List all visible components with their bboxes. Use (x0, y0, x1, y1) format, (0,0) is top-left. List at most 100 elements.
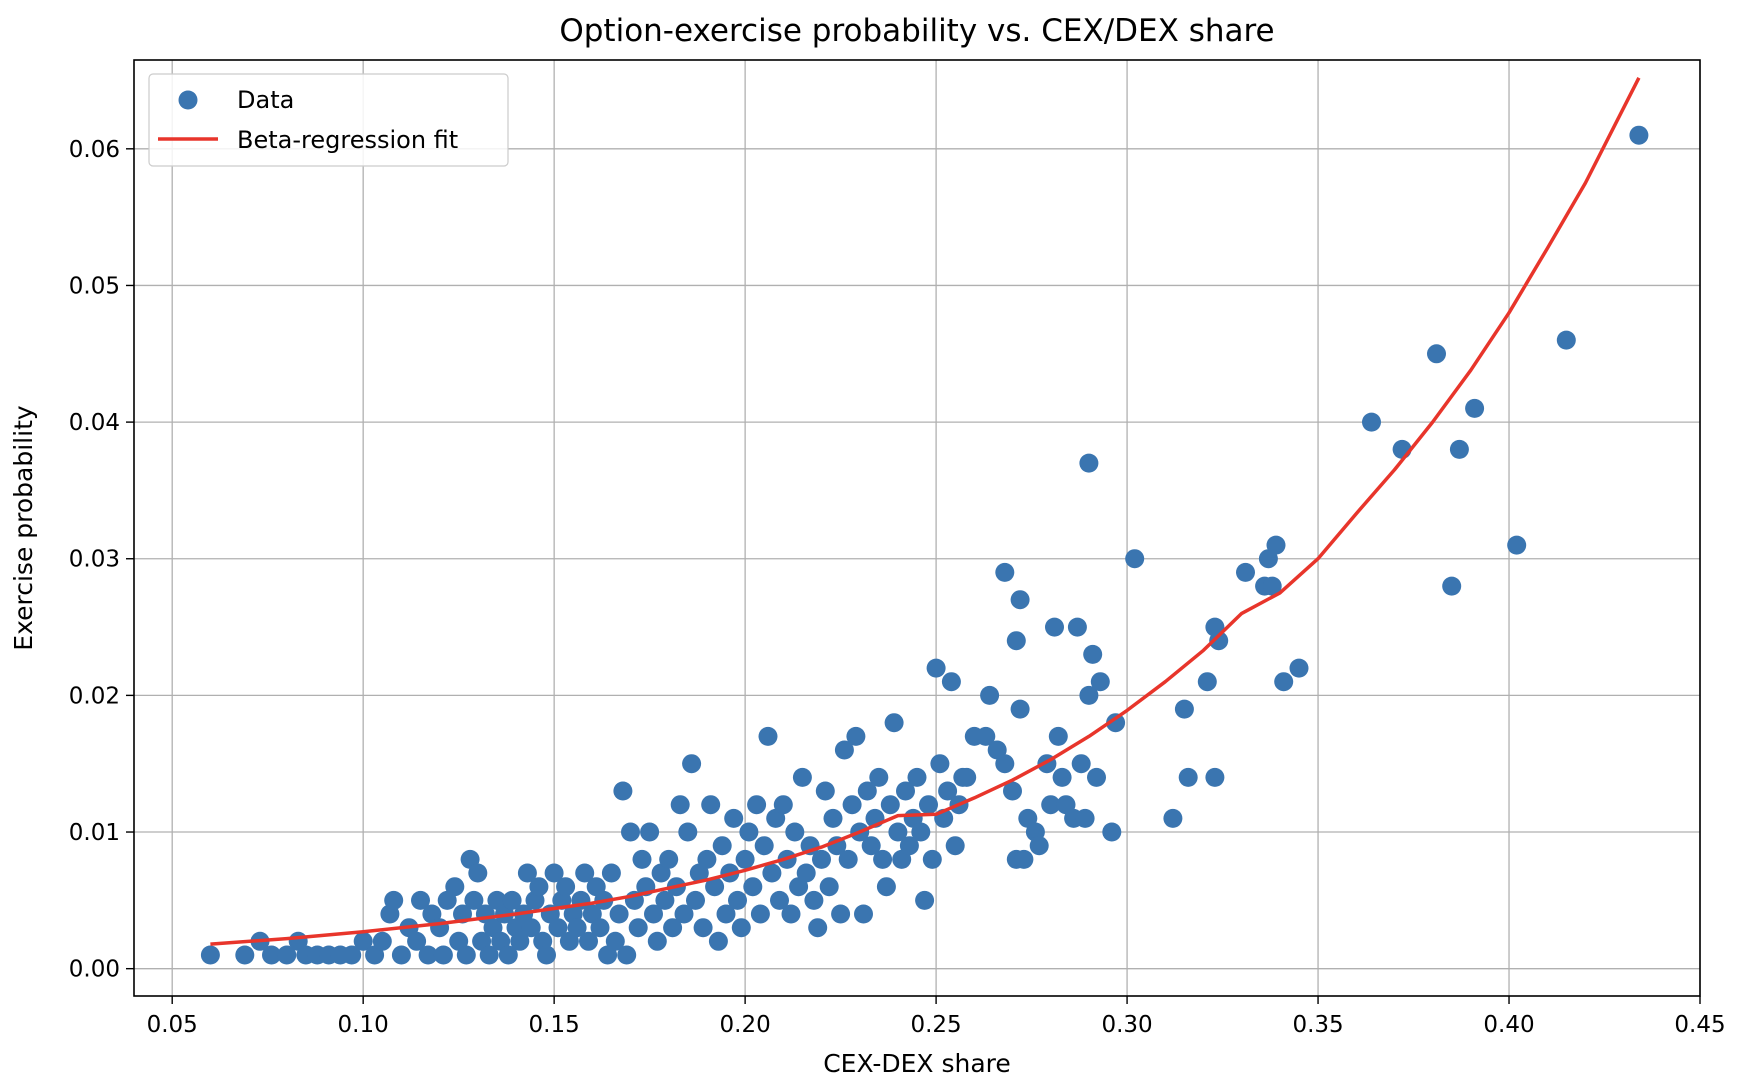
data-point (548, 918, 568, 938)
data-point (693, 918, 713, 938)
data-point (724, 808, 744, 828)
data-point (621, 822, 640, 842)
data-point (613, 781, 633, 801)
data-point (957, 767, 977, 787)
legend: Data Beta-regression fit (148, 73, 509, 167)
data-point (697, 849, 717, 869)
data-point (544, 863, 564, 883)
fit-line-layer (210, 77, 1641, 946)
data-point (1427, 344, 1446, 364)
data-point (792, 767, 812, 787)
data-point (1102, 822, 1122, 842)
data-point (655, 890, 675, 910)
data-point (861, 836, 881, 856)
data-point (941, 672, 961, 692)
data-point (735, 849, 755, 869)
data-point (758, 726, 778, 746)
y-tick-label: 0.02 (69, 683, 120, 709)
x-tick-label: 0.40 (1483, 1012, 1534, 1038)
data-point (712, 836, 732, 856)
data-point (353, 931, 373, 951)
data-point (869, 767, 889, 787)
data-point (1197, 672, 1217, 692)
data-point (1079, 685, 1099, 705)
data-point (445, 877, 465, 897)
data-point (617, 945, 637, 965)
data-point (235, 945, 255, 965)
data-point (529, 877, 549, 897)
data-point (407, 931, 427, 951)
data-point (510, 931, 530, 951)
data-point (200, 945, 220, 965)
data-point (838, 849, 858, 869)
data-point (919, 795, 938, 815)
data-point (911, 822, 931, 842)
data-point (842, 795, 862, 815)
data-point (896, 781, 915, 801)
data-point (1045, 617, 1064, 637)
data-point (1507, 535, 1527, 555)
data-point (873, 849, 893, 869)
y-tick-label: 0.03 (69, 547, 120, 573)
data-point (1442, 576, 1462, 596)
data-point (644, 904, 663, 924)
data-point (1048, 726, 1068, 746)
data-point (537, 945, 556, 965)
data-point (1125, 549, 1145, 569)
data-point (857, 781, 877, 801)
data-point (1079, 453, 1099, 473)
data-point (812, 849, 831, 869)
data-point (1090, 672, 1110, 692)
data-point (498, 945, 518, 965)
data-point (796, 863, 816, 883)
x-tick-label: 0.35 (1292, 1012, 1343, 1038)
data-point (686, 890, 705, 910)
data-point (888, 822, 908, 842)
data-point (567, 918, 587, 938)
data-point (728, 890, 747, 910)
data-point (468, 863, 488, 883)
data-point (521, 918, 541, 938)
data-point (743, 877, 763, 897)
data-point (819, 877, 839, 897)
chart-title: Option-exercise probability vs. CEX/DEX … (559, 13, 1274, 49)
data-point (739, 822, 759, 842)
data-point (1178, 767, 1198, 787)
data-point (464, 890, 484, 910)
data-point (945, 836, 965, 856)
data-point (701, 795, 721, 815)
data-point (433, 945, 453, 965)
x-axis-title: CEX-DEX share (823, 1049, 1011, 1078)
fit-line (210, 77, 1641, 946)
data-point (980, 685, 1000, 705)
data-point (831, 904, 851, 924)
data-point (682, 754, 702, 774)
data-point (628, 918, 648, 938)
data-point (808, 918, 828, 938)
data-point (384, 890, 404, 910)
data-point (1262, 576, 1282, 596)
data-point (880, 795, 900, 815)
data-point (632, 849, 652, 869)
data-point (1083, 644, 1103, 664)
data-point (556, 877, 576, 897)
y-axis-title: Exercise probability (9, 405, 38, 651)
data-point (907, 767, 927, 787)
data-point (1014, 849, 1034, 869)
data-point (1465, 398, 1485, 418)
data-point (502, 890, 522, 910)
y-tick-label: 0.04 (69, 410, 120, 436)
data-point (640, 822, 660, 842)
data-point (1106, 713, 1126, 733)
data-point (926, 658, 946, 678)
data-point (823, 808, 843, 828)
data-point (674, 904, 694, 924)
legend-box (148, 73, 509, 167)
x-tick-label: 0.25 (910, 1012, 961, 1038)
legend-label-fit: Beta-regression fit (237, 126, 458, 154)
data-point (1449, 439, 1469, 459)
scatter-points-layer (200, 125, 1649, 965)
data-point (1362, 412, 1381, 432)
data-point (1236, 562, 1255, 582)
x-tick-label: 0.20 (720, 1012, 771, 1038)
